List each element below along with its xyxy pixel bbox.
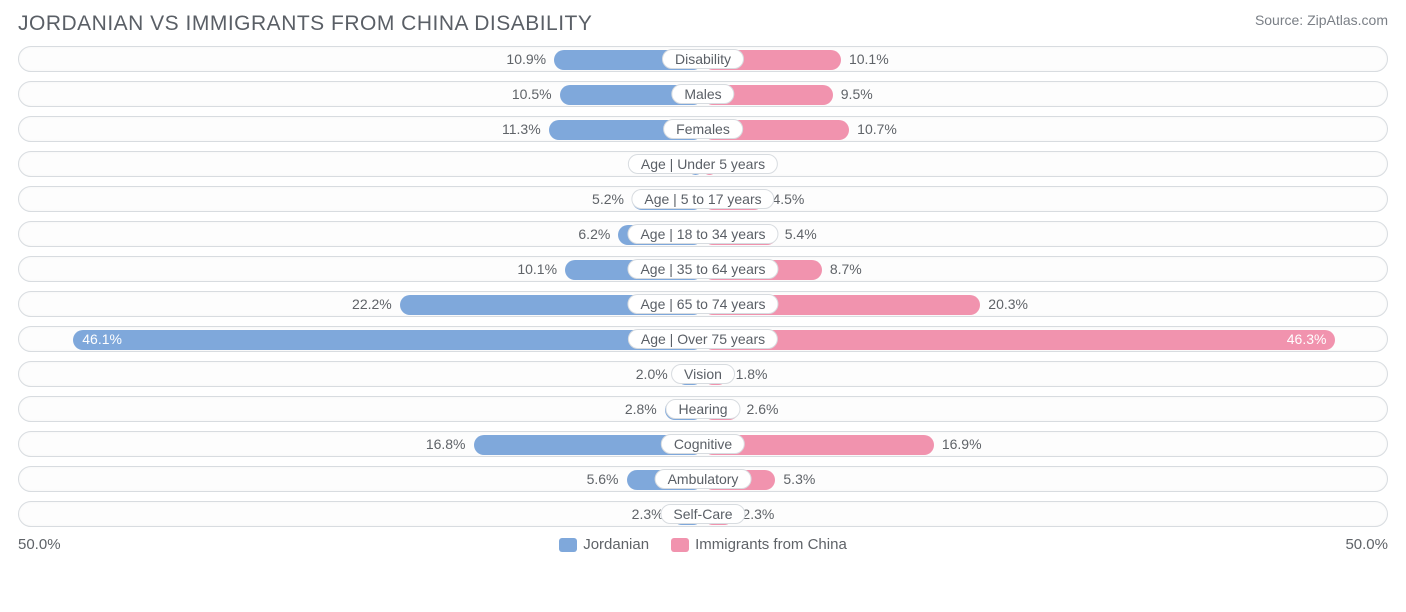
bar-left: [73, 330, 703, 350]
value-label-right: 2.6%: [747, 401, 779, 417]
chart-row: 11.3% 10.7% Females: [18, 116, 1388, 142]
diverging-bar-chart: 10.9%10.1%Disability10.5%9.5%Males11.3%1…: [0, 42, 1406, 527]
value-label-left: 2.8%: [625, 401, 657, 417]
value-label-left: 5.2%: [592, 191, 624, 207]
value-label-left: 10.5%: [512, 86, 552, 102]
value-label-left: 2.3%: [632, 506, 664, 522]
category-label: Hearing: [665, 399, 740, 419]
value-label-left: 10.1%: [517, 261, 557, 277]
value-label-right: 4.5%: [772, 191, 804, 207]
value-label-right: 5.3%: [783, 471, 815, 487]
category-label: Females: [663, 119, 743, 139]
value-label-right: 5.4%: [785, 226, 817, 242]
value-label-left: 2.0%: [636, 366, 668, 382]
chart-row: 46.1% 46.3% Age | Over 75 years: [18, 326, 1388, 352]
legend-swatch-right: [671, 538, 689, 552]
bar-right: [703, 330, 1335, 350]
value-label-left: 5.6%: [587, 471, 619, 487]
axis-left-max: 50.0%: [18, 536, 61, 553]
category-label: Age | 18 to 34 years: [627, 224, 778, 244]
value-label-left: 16.8%: [426, 436, 466, 452]
value-label-left: 22.2%: [352, 296, 392, 312]
value-label-right: 20.3%: [988, 296, 1028, 312]
chart-title: JORDANIAN VS IMMIGRANTS FROM CHINA DISAB…: [18, 12, 592, 36]
value-label-left: 6.2%: [578, 226, 610, 242]
source-attribution: Source: ZipAtlas.com: [1255, 12, 1388, 28]
chart-row: 2.3% 2.3%Self-Care: [18, 501, 1388, 527]
legend-item-left: Jordanian: [559, 536, 649, 553]
value-label-right: 16.9%: [942, 436, 982, 452]
legend: Jordanian Immigrants from China: [559, 536, 847, 553]
value-label-right: 10.7%: [857, 121, 897, 137]
value-label-left: 10.9%: [506, 51, 546, 67]
legend-item-right: Immigrants from China: [671, 536, 847, 553]
category-label: Vision: [671, 364, 735, 384]
chart-row: 6.2% 5.4% Age | 18 to 34 years: [18, 221, 1388, 247]
axis-right-max: 50.0%: [1345, 536, 1388, 553]
category-label: Age | 35 to 64 years: [627, 259, 778, 279]
chart-row: 10.5% 9.5% Males: [18, 81, 1388, 107]
category-label: Age | 5 to 17 years: [631, 189, 774, 209]
value-label-right: 2.3%: [742, 506, 774, 522]
chart-row: 10.1% 8.7% Age | 35 to 64 years: [18, 256, 1388, 282]
chart-row: 22.2% 20.3% Age | 65 to 74 years: [18, 291, 1388, 317]
value-label-left: 11.3%: [502, 121, 541, 137]
category-label: Disability: [662, 49, 744, 69]
value-label-right: 10.1%: [849, 51, 889, 67]
value-label-right: 1.8%: [736, 366, 768, 382]
category-label: Cognitive: [661, 434, 745, 454]
category-label: Age | Under 5 years: [628, 154, 778, 174]
chart-row: 2.0% 1.8%Vision: [18, 361, 1388, 387]
category-label: Ambulatory: [655, 469, 752, 489]
category-label: Age | 65 to 74 years: [627, 294, 778, 314]
category-label: Self-Care: [660, 504, 745, 524]
legend-label-left: Jordanian: [583, 536, 649, 553]
value-label-left: 46.1%: [82, 331, 122, 347]
chart-row: 16.8% 16.9% Cognitive: [18, 431, 1388, 457]
chart-row: 1.1%0.96%Age | Under 5 years: [18, 151, 1388, 177]
chart-row: 5.6% 5.3% Ambulatory: [18, 466, 1388, 492]
value-label-right: 46.3%: [1287, 331, 1327, 347]
value-label-right: 8.7%: [830, 261, 862, 277]
legend-swatch-left: [559, 538, 577, 552]
legend-label-right: Immigrants from China: [695, 536, 847, 553]
chart-row: 2.8% 2.6% Hearing: [18, 396, 1388, 422]
category-label: Males: [671, 84, 734, 104]
value-label-right: 9.5%: [841, 86, 873, 102]
category-label: Age | Over 75 years: [628, 329, 778, 349]
chart-row: 5.2% 4.5%Age | 5 to 17 years: [18, 186, 1388, 212]
chart-row: 10.9% 10.1% Disability: [18, 46, 1388, 72]
